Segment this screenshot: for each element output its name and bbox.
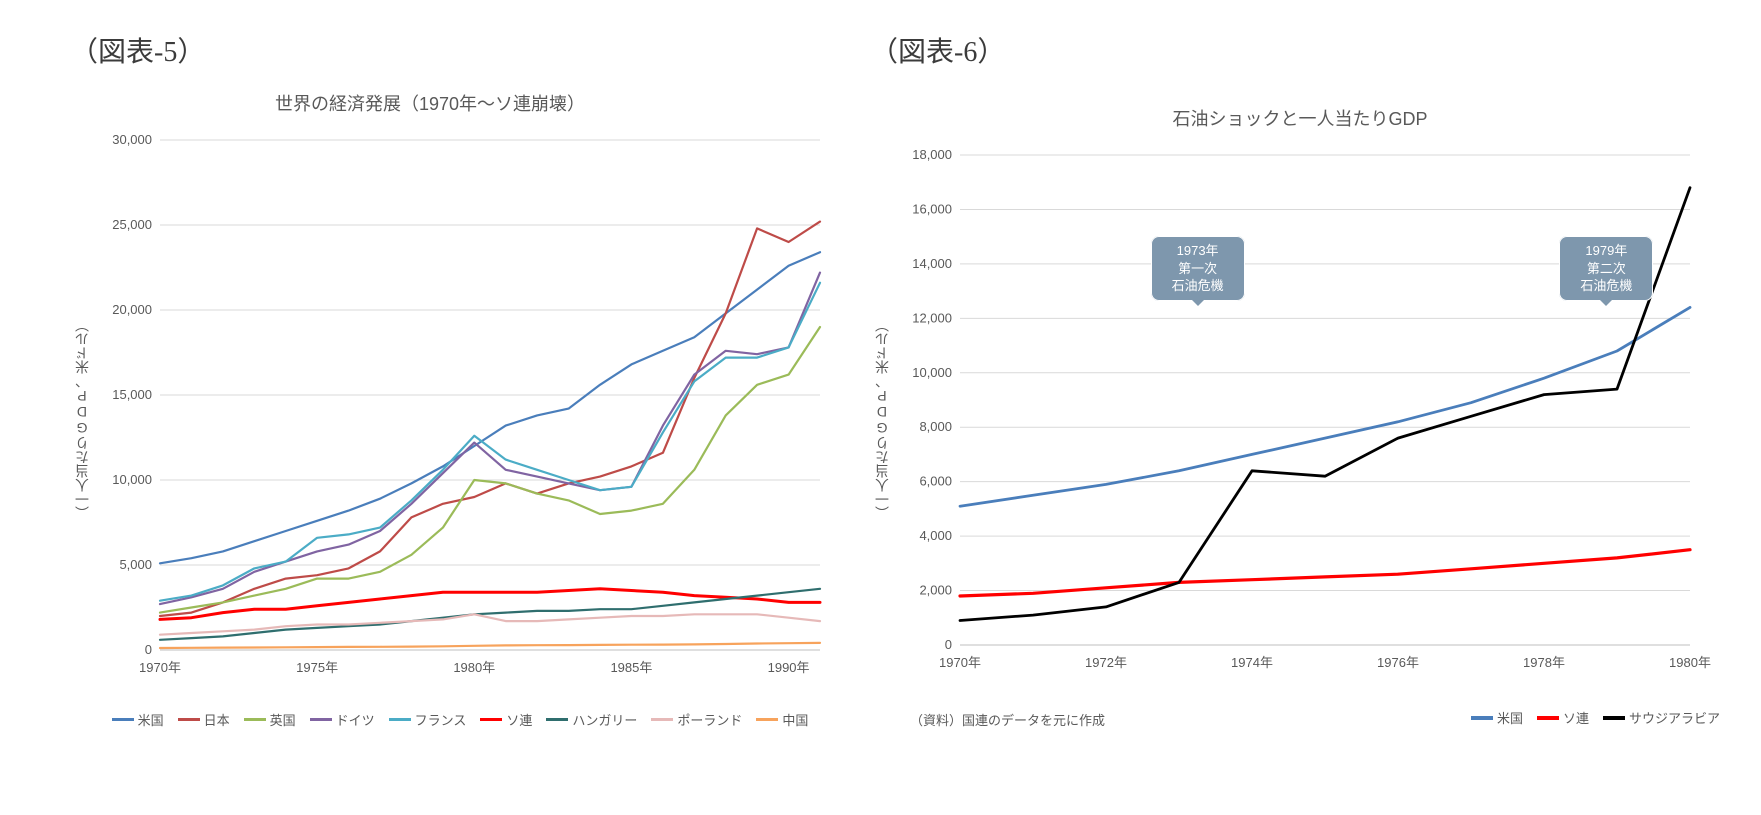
legend-label: ポーランド xyxy=(677,710,742,729)
legend-swatch xyxy=(756,718,778,721)
chart-5-figure-label: （図表-5） xyxy=(70,30,205,70)
legend-label: 米国 xyxy=(138,710,164,729)
legend-item: サウジアラビア xyxy=(1603,708,1720,727)
svg-text:10,000: 10,000 xyxy=(912,365,952,380)
legend-label: ハンガリー xyxy=(572,710,637,729)
svg-text:16,000: 16,000 xyxy=(912,201,952,216)
chart-6-plot: 0 2,000 4,000 6,000 8,000 10,000 12,000 14,000 1… xyxy=(900,145,1720,685)
svg-text:4,000: 4,000 xyxy=(919,528,952,543)
legend-label: 中国 xyxy=(782,710,808,729)
chart-6-legend: 米国 ソ連 サウジアラビア xyxy=(1280,708,1720,727)
legend-item: 米国 xyxy=(112,710,164,729)
chart-5-legend: 米国 日本 英国 ドイツ フランス ソ連 ハンガリー ポーランド 中国 xyxy=(100,710,820,729)
legend-label: 米国 xyxy=(1497,708,1523,727)
svg-text:0: 0 xyxy=(145,642,152,657)
legend-item: ソ連 xyxy=(480,710,532,729)
legend-item: 日本 xyxy=(178,710,230,729)
chart-6-title: 石油ショックと一人当たりGDP xyxy=(860,105,1740,131)
chart-6-y-axis-title: （一人当たりGDP、米ドル） xyxy=(872,260,892,520)
legend-item: フランス xyxy=(389,710,467,729)
svg-text:1985年: 1985年 xyxy=(610,660,652,675)
chart-5-plot: 0 5,000 10,000 15,000 20,000 25,000 30,000 1970… xyxy=(100,130,840,690)
svg-text:1980年: 1980年 xyxy=(1669,655,1711,670)
svg-text:1975年: 1975年 xyxy=(296,660,338,675)
legend-item: ドイツ xyxy=(310,710,375,729)
svg-text:1990年: 1990年 xyxy=(768,660,810,675)
svg-text:1976年: 1976年 xyxy=(1377,655,1419,670)
legend-swatch xyxy=(1537,716,1559,720)
legend-swatch xyxy=(178,718,200,721)
legend-label: サウジアラビア xyxy=(1629,708,1720,727)
legend-label: 日本 xyxy=(204,710,230,729)
svg-text:1978年: 1978年 xyxy=(1523,655,1565,670)
svg-text:8,000: 8,000 xyxy=(919,419,952,434)
legend-swatch xyxy=(310,718,332,721)
legend-swatch xyxy=(1471,716,1493,720)
legend-swatch xyxy=(651,718,673,721)
svg-text:1980年: 1980年 xyxy=(453,660,495,675)
svg-text:10,000: 10,000 xyxy=(112,472,152,487)
svg-text:20,000: 20,000 xyxy=(112,302,152,317)
chart-6-panel: （図表-6） 石油ショックと一人当たりGDP （一人当たりGDP、米ドル） 0 2… xyxy=(860,0,1740,815)
svg-text:12,000: 12,000 xyxy=(912,310,952,325)
legend-label: ソ連 xyxy=(506,710,532,729)
legend-item: ポーランド xyxy=(651,710,742,729)
legend-swatch xyxy=(244,718,266,721)
legend-label: フランス xyxy=(415,710,467,729)
legend-label: 英国 xyxy=(270,710,296,729)
svg-text:0: 0 xyxy=(945,637,952,652)
chart-5-panel: （図表-5） 世界の経済発展（1970年～ソ連崩壊） （一人当たりGDP、米ドル… xyxy=(0,0,860,815)
svg-text:15,000: 15,000 xyxy=(112,387,152,402)
legend-swatch xyxy=(112,718,134,721)
legend-item: ソ連 xyxy=(1537,708,1589,727)
svg-text:2,000: 2,000 xyxy=(919,583,952,598)
chart-6-source-note: （資料）国連のデータを元に作成 xyxy=(910,710,1105,729)
legend-swatch xyxy=(480,718,502,721)
svg-text:1974年: 1974年 xyxy=(1231,655,1273,670)
svg-text:1970年: 1970年 xyxy=(939,655,981,670)
oil-crisis-callout: 1979年第二次石油危機 xyxy=(1559,236,1653,301)
legend-label: ソ連 xyxy=(1563,708,1589,727)
svg-text:14,000: 14,000 xyxy=(912,256,952,271)
legend-label: ドイツ xyxy=(336,710,375,729)
svg-text:30,000: 30,000 xyxy=(112,132,152,147)
svg-text:6,000: 6,000 xyxy=(919,474,952,489)
svg-text:1972年: 1972年 xyxy=(1085,655,1127,670)
chart-5-title: 世界の経済発展（1970年～ソ連崩壊） xyxy=(0,90,860,116)
legend-item: ハンガリー xyxy=(546,710,637,729)
legend-swatch xyxy=(546,718,568,721)
legend-swatch xyxy=(1603,716,1625,720)
svg-text:1970年: 1970年 xyxy=(139,660,181,675)
legend-item: 中国 xyxy=(756,710,808,729)
legend-item: 米国 xyxy=(1471,708,1523,727)
svg-text:5,000: 5,000 xyxy=(119,557,152,572)
legend-item: 英国 xyxy=(244,710,296,729)
svg-text:18,000: 18,000 xyxy=(912,147,952,162)
oil-crisis-callout: 1973年第一次石油危機 xyxy=(1151,236,1245,301)
chart-5-y-axis-title: （一人当たりGDP、米ドル） xyxy=(72,260,92,520)
legend-swatch xyxy=(389,718,411,721)
svg-text:25,000: 25,000 xyxy=(112,217,152,232)
chart-6-figure-label: （図表-6） xyxy=(870,30,1005,70)
